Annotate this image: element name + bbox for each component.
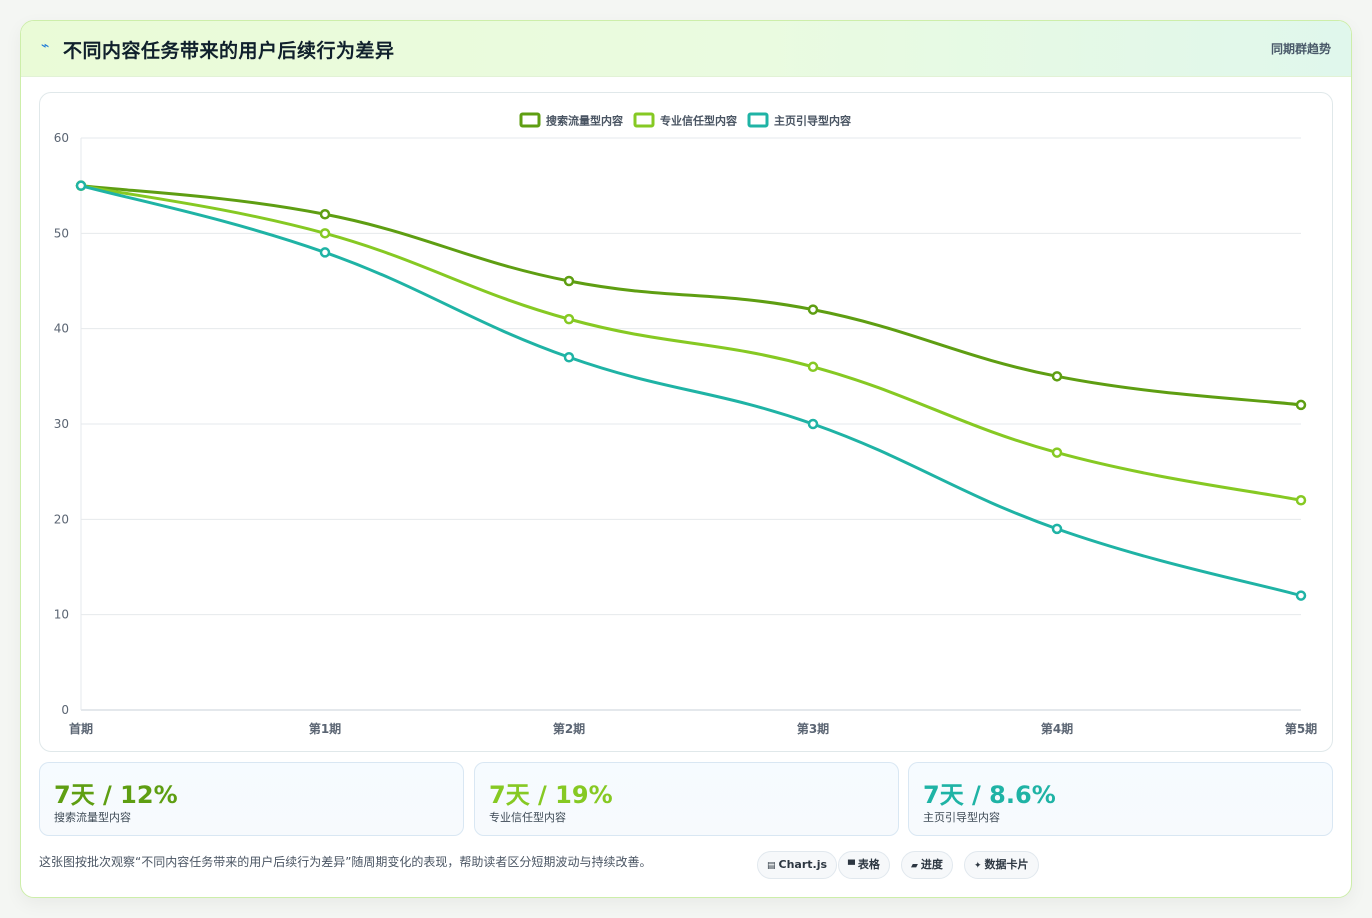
data-point bbox=[563, 275, 575, 287]
data-point bbox=[319, 247, 331, 258]
data-point bbox=[319, 228, 331, 239]
legend-swatch bbox=[519, 112, 541, 128]
y-tick-label: 60 bbox=[54, 131, 69, 145]
y-tick-label: 0 bbox=[61, 703, 69, 717]
kpi-label: 搜索流量型内容 bbox=[54, 811, 131, 824]
card-header: ⌁ 不同内容任务带来的用户后续行为差异 同期群趋势 bbox=[21, 21, 1351, 77]
legend-label: 专业信任型内容 bbox=[660, 114, 737, 128]
legend-label: 主页引导型内容 bbox=[774, 114, 851, 128]
data-point bbox=[807, 418, 819, 430]
y-tick-label: 10 bbox=[54, 608, 69, 622]
tag-label: 表格 bbox=[857, 858, 880, 871]
x-tick-label: 第4期 bbox=[1041, 721, 1073, 736]
header-subtitle: 同期群趋势 bbox=[1270, 42, 1331, 56]
tag-chartjs[interactable]: ▤ Chart.js bbox=[757, 851, 838, 879]
kpi-row: 7天 / 12% 搜索流量型内容 7天 / 19% 专业信任型内容 7天 / 8… bbox=[39, 762, 1333, 836]
legend-swatch bbox=[747, 112, 769, 128]
kpi-card: 7天 / 12% 搜索流量型内容 bbox=[39, 762, 464, 836]
kpi-value: 7天 / 19% bbox=[489, 781, 613, 809]
legend-label: 搜索流量型内容 bbox=[546, 114, 623, 128]
series-line bbox=[80, 184, 1302, 407]
progress-icon: ▰ bbox=[911, 861, 918, 871]
tag-table[interactable]: ▀ 表格 bbox=[838, 851, 890, 879]
chart-card: ⌁ 不同内容任务带来的用户后续行为差异 同期群趋势 0 10 20 30 40 50 60 首… bbox=[20, 20, 1352, 898]
page-title: 不同内容任务带来的用户后续行为差异 bbox=[63, 40, 395, 62]
card-icon: ✦ bbox=[974, 861, 982, 871]
line-chart: 0 10 20 30 40 50 60 首期 第1期 第2期 第3期 第4期 第5期 搜索流量型内容 专业信… bbox=[54, 112, 1317, 736]
data-point bbox=[1295, 399, 1307, 411]
tag-progress[interactable]: ▰ 进度 bbox=[901, 851, 953, 879]
chart-panel: 0 10 20 30 40 50 60 首期 第1期 第2期 第3期 第4期 第5期 搜索流量型内容 专业信… bbox=[39, 92, 1333, 752]
kpi-value: 7天 / 8.6% bbox=[923, 781, 1056, 809]
data-point bbox=[563, 352, 575, 363]
series-line bbox=[80, 184, 1302, 598]
kpi-card: 7天 / 19% 专业信任型内容 bbox=[474, 762, 899, 836]
data-point bbox=[1051, 371, 1063, 382]
data-point bbox=[807, 304, 819, 315]
data-point bbox=[1051, 447, 1063, 458]
data-point bbox=[1295, 590, 1307, 601]
chart-icon: ▤ bbox=[767, 861, 776, 871]
x-tick-label: 第5期 bbox=[1285, 721, 1317, 736]
footer-note: 这张图按批次观察“不同内容任务带来的用户后续行为差异”随周期变化的表现，帮助读者… bbox=[39, 855, 652, 869]
table-icon: ▀ bbox=[848, 861, 855, 871]
y-tick-label: 40 bbox=[54, 322, 69, 336]
tag-label: 数据卡片 bbox=[984, 858, 1029, 871]
tag-label: 进度 bbox=[920, 858, 943, 871]
kpi-label: 专业信任型内容 bbox=[489, 811, 566, 824]
kpi-label: 主页引导型内容 bbox=[923, 811, 1000, 824]
data-point bbox=[563, 313, 575, 325]
y-tick-label: 30 bbox=[54, 417, 69, 431]
x-tick-label: 第3期 bbox=[797, 721, 829, 736]
data-point bbox=[1295, 495, 1307, 506]
kpi-card: 7天 / 8.6% 主页引导型内容 bbox=[908, 762, 1333, 836]
legend-swatch bbox=[633, 112, 655, 128]
data-point bbox=[75, 180, 87, 191]
bolt-icon: ⌁ bbox=[41, 38, 50, 54]
series-line bbox=[80, 184, 1302, 502]
x-tick-label: 第1期 bbox=[309, 721, 341, 736]
data-point bbox=[319, 209, 331, 220]
x-tick-label: 首期 bbox=[69, 721, 93, 736]
kpi-value: 7天 / 12% bbox=[54, 781, 178, 809]
data-point bbox=[1051, 523, 1063, 535]
x-tick-label: 第2期 bbox=[553, 721, 585, 736]
data-point bbox=[807, 361, 819, 373]
tag-data-card[interactable]: ✦ 数据卡片 bbox=[964, 851, 1039, 879]
y-tick-label: 20 bbox=[54, 512, 69, 526]
y-tick-label: 50 bbox=[54, 226, 69, 240]
tag-label: Chart.js bbox=[778, 858, 828, 871]
